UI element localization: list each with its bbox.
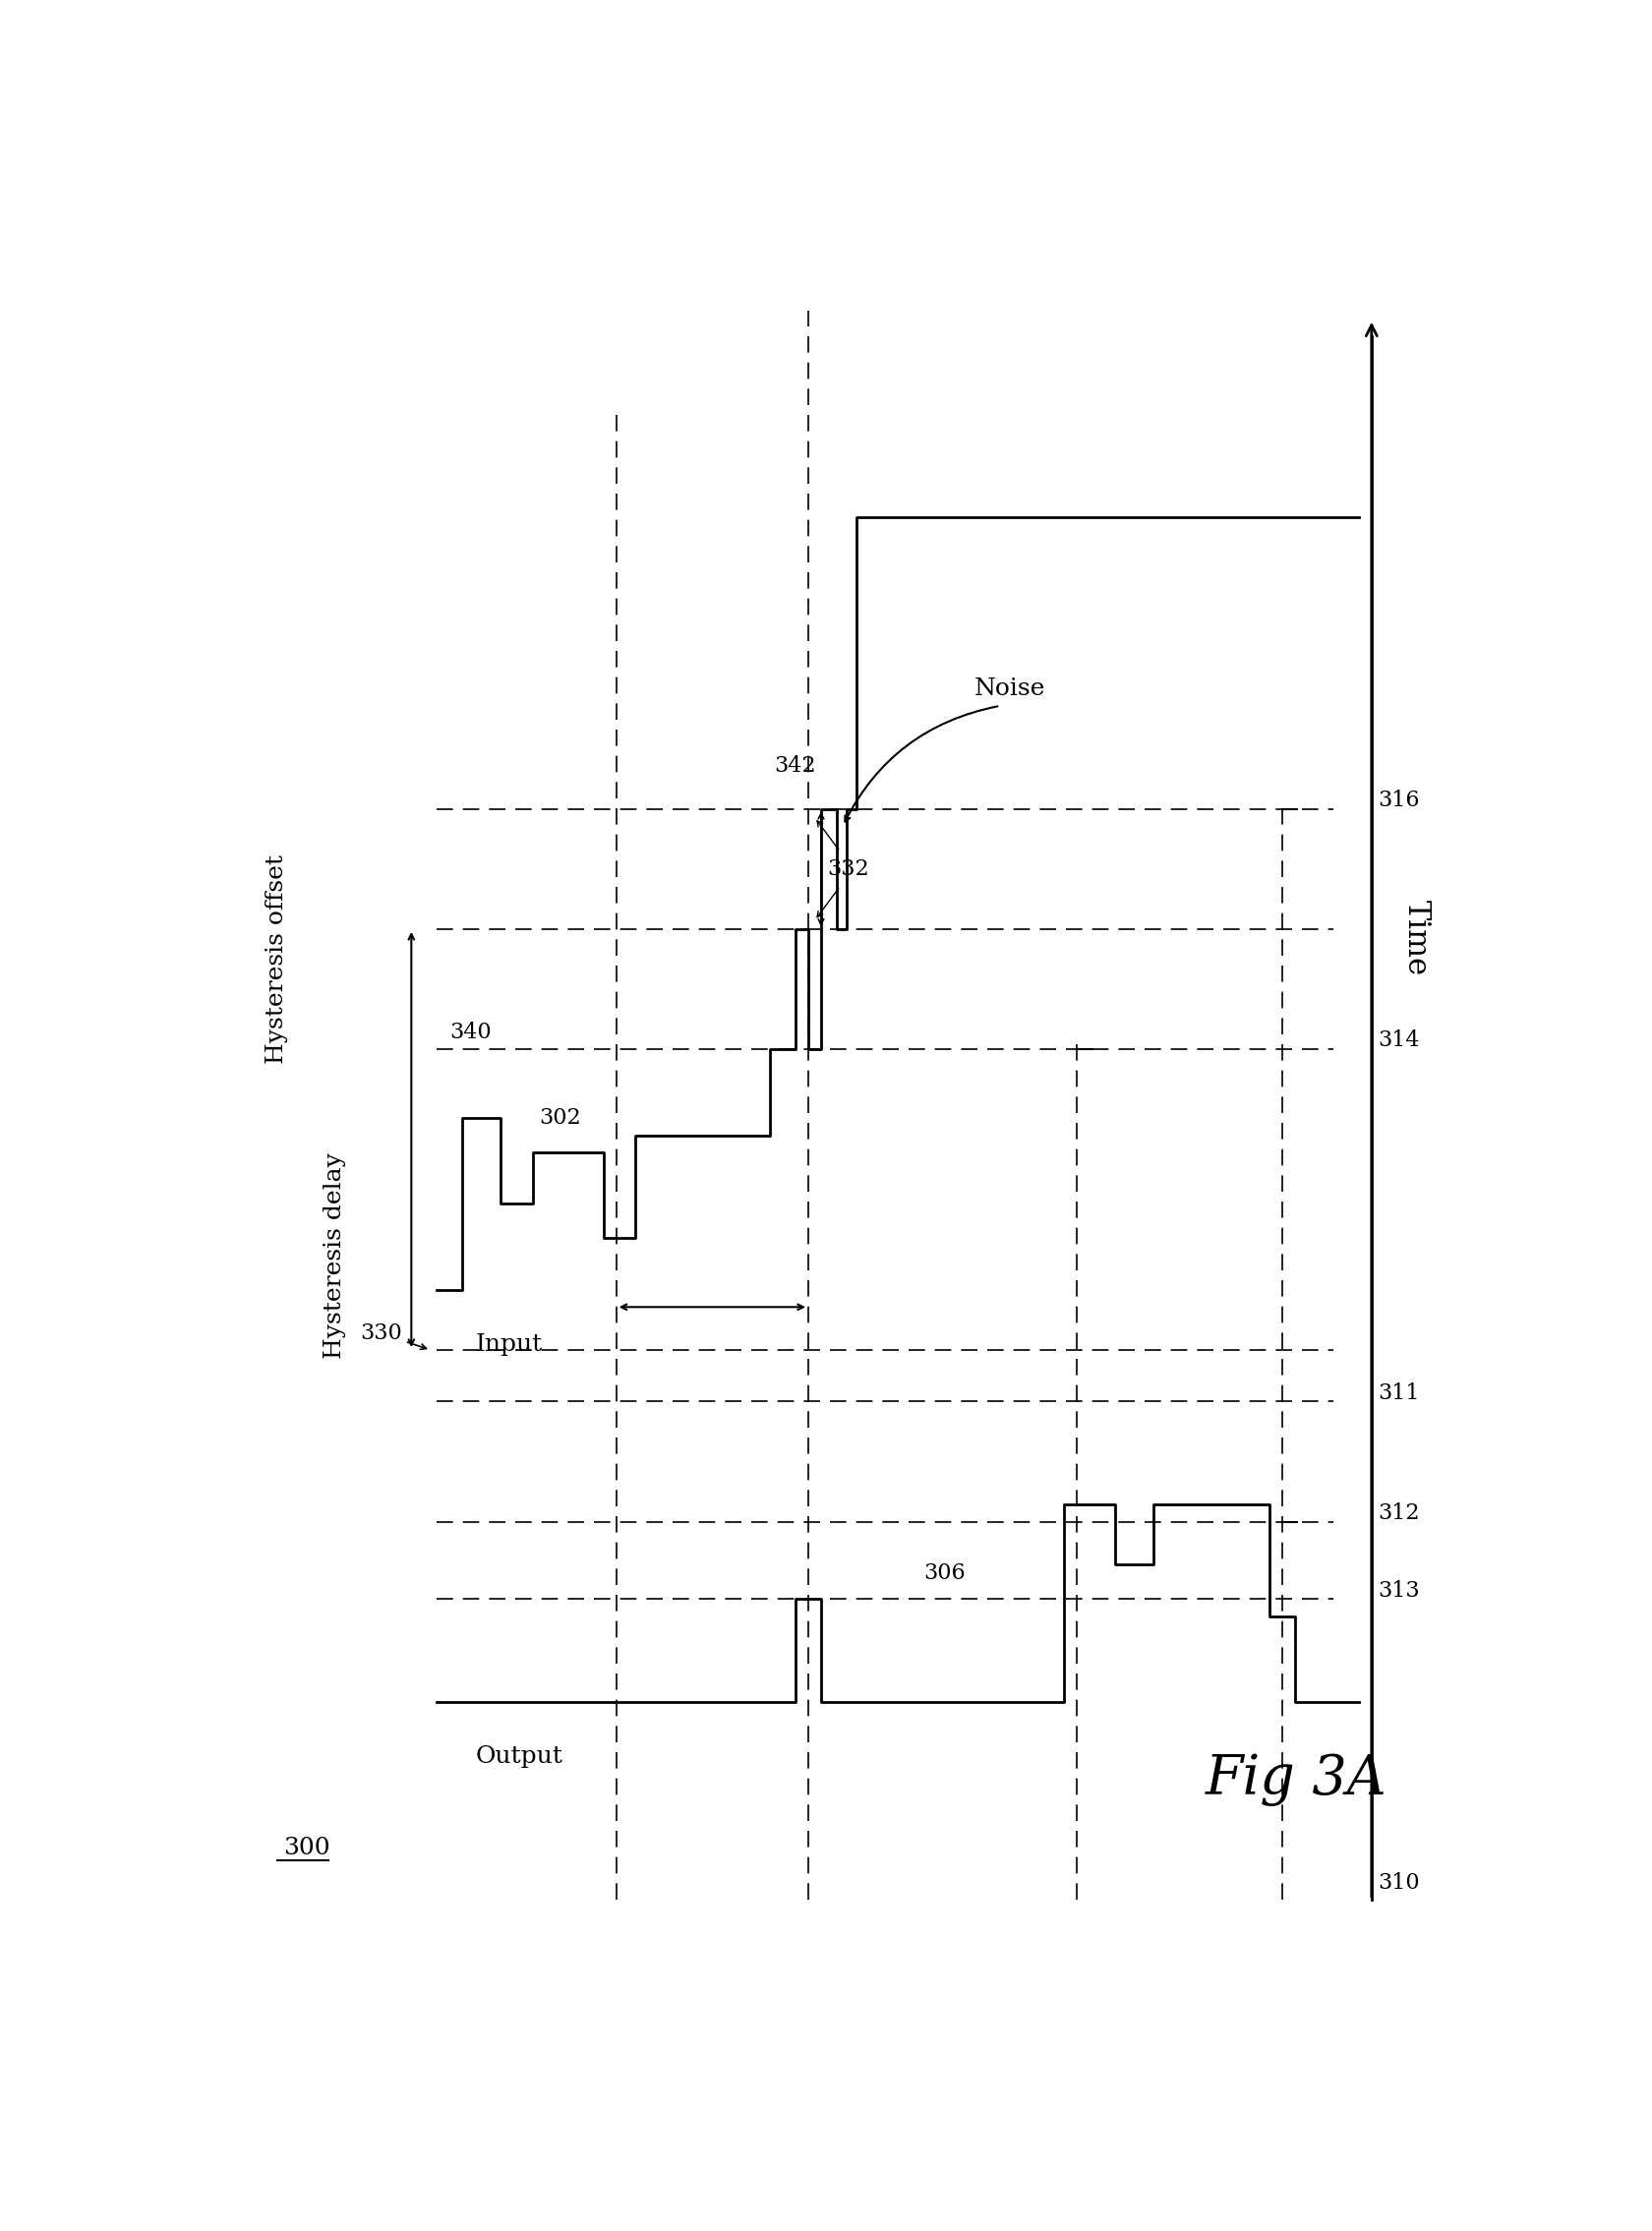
Text: 313: 313	[1378, 1580, 1419, 1602]
Text: 302: 302	[539, 1107, 582, 1129]
Text: 312: 312	[1378, 1501, 1419, 1524]
Text: 314: 314	[1378, 1031, 1419, 1051]
Text: Input: Input	[476, 1332, 542, 1356]
Text: 306: 306	[923, 1562, 965, 1584]
Text: 340: 340	[449, 1022, 492, 1042]
Text: Noise: Noise	[975, 678, 1046, 701]
Text: Fig 3A: Fig 3A	[1206, 1754, 1386, 1807]
Text: 316: 316	[1378, 790, 1419, 812]
Text: Hysteresis offset: Hysteresis offset	[266, 854, 287, 1064]
Text: 332: 332	[828, 859, 869, 879]
Text: 300: 300	[284, 1836, 330, 1858]
Text: 310: 310	[1378, 1872, 1419, 1894]
Text: Output: Output	[476, 1745, 563, 1767]
Text: Time: Time	[1401, 899, 1432, 975]
Text: Hysteresis delay: Hysteresis delay	[324, 1153, 345, 1359]
Text: 311: 311	[1378, 1383, 1419, 1403]
Text: 342: 342	[775, 754, 816, 776]
Text: 330: 330	[360, 1323, 401, 1343]
